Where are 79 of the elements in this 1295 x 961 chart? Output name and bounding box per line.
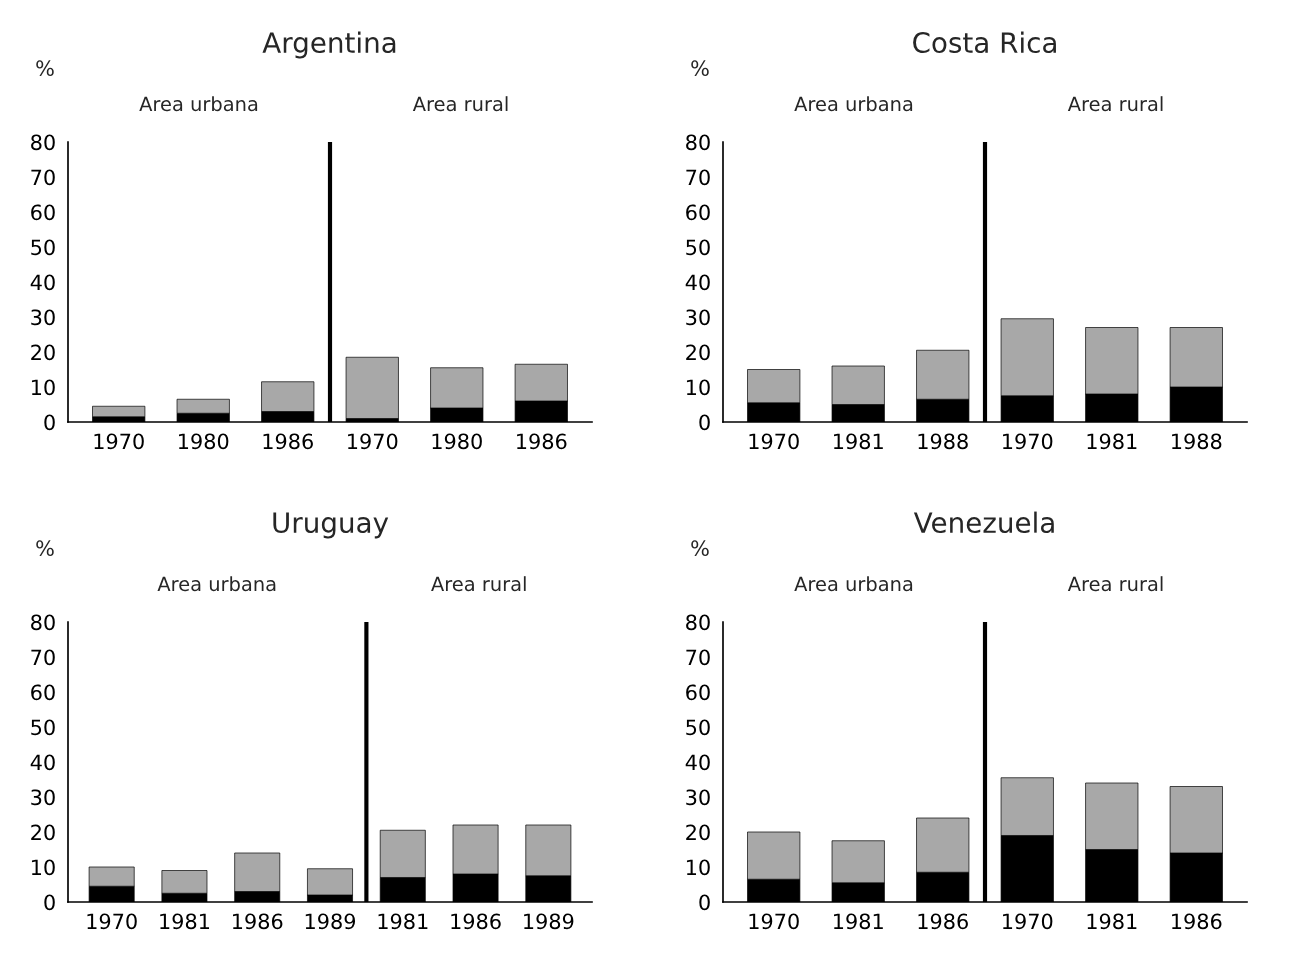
chart-title: Uruguay bbox=[273, 512, 389, 539]
bar bbox=[92, 405, 146, 418]
y-tick-label: 40 bbox=[685, 754, 710, 771]
x-tick-label: 1981 bbox=[378, 913, 428, 930]
y-tick-label: 70 bbox=[686, 649, 710, 666]
y-tick-label: 80 bbox=[31, 134, 55, 151]
text: Area rural bbox=[1067, 576, 1163, 592]
y-axis-title: % bbox=[36, 60, 54, 77]
text: Area urbana bbox=[139, 96, 258, 112]
y-tick-label: 10 bbox=[686, 859, 710, 876]
x-tick-label: 1970 bbox=[749, 913, 799, 930]
y-axis-title: % bbox=[691, 540, 709, 557]
y-tick-label: 60 bbox=[31, 204, 55, 221]
y-axis-title: % bbox=[691, 60, 709, 77]
y-tick-label: 80 bbox=[686, 134, 710, 151]
y-tick-label: 60 bbox=[686, 204, 710, 221]
y-tick-label: 50 bbox=[686, 719, 710, 736]
x-tick-label: 1988 bbox=[918, 433, 968, 450]
x-tick-label: 1986 bbox=[1172, 913, 1222, 930]
y-tick-label: 20 bbox=[31, 344, 55, 361]
y-tick-label: 10 bbox=[31, 859, 55, 876]
x-tick-label: 1986 bbox=[233, 913, 283, 930]
y-tick-label: 0 bbox=[699, 414, 710, 431]
y-tick-label: 70 bbox=[31, 649, 55, 666]
x-tick-label: 1981 bbox=[834, 433, 883, 450]
chart-title: Costa Rica bbox=[913, 31, 1056, 54]
x-tick-label: 1989 bbox=[305, 913, 356, 930]
y-tick-label: 80 bbox=[31, 614, 55, 631]
y-tick-label: 40 bbox=[685, 274, 710, 291]
x-tick-label: 1981 bbox=[834, 913, 883, 930]
y-tick-label: 50 bbox=[31, 239, 55, 256]
y-tick-label: 10 bbox=[686, 379, 710, 396]
y-tick-label: 40 bbox=[30, 754, 55, 771]
y-tick-label: 0 bbox=[44, 894, 55, 911]
text: Area urbana bbox=[794, 96, 913, 112]
x-tick-label: 1986 bbox=[451, 913, 501, 930]
y-tick-label: 30 bbox=[31, 789, 55, 806]
text: Area rural bbox=[412, 96, 508, 112]
y-tick-label: 20 bbox=[686, 344, 710, 361]
x-tick-label: 1980 bbox=[179, 433, 229, 450]
x-tick-label: 1988 bbox=[1172, 433, 1222, 450]
y-tick-label: 70 bbox=[31, 169, 55, 186]
x-tick-label: 1970 bbox=[1003, 913, 1053, 930]
x-tick-label: 1970 bbox=[749, 433, 799, 450]
y-tick-label: 30 bbox=[31, 309, 55, 326]
x-tick-label: 1986 bbox=[918, 913, 968, 930]
y-tick-label: 0 bbox=[699, 894, 710, 911]
y-tick-label: 70 bbox=[686, 169, 710, 186]
x-tick-label: 1989 bbox=[524, 913, 574, 930]
text: Area rural bbox=[1067, 96, 1163, 112]
y-tick-label: 50 bbox=[686, 239, 710, 256]
text: Area urbana bbox=[794, 576, 913, 592]
y-axis-title: % bbox=[36, 540, 54, 557]
x-tick-label: 1986 bbox=[263, 433, 313, 450]
y-tick-label: 20 bbox=[686, 824, 710, 841]
bar bbox=[345, 356, 399, 419]
chart-title: Venezuela bbox=[913, 511, 1054, 534]
y-tick-label: 40 bbox=[30, 274, 55, 291]
y-tick-label: 20 bbox=[31, 824, 55, 841]
text: Area rural bbox=[431, 576, 526, 592]
y-tick-label: 0 bbox=[44, 414, 55, 431]
y-tick-label: 30 bbox=[686, 309, 710, 326]
y-tick-label: 60 bbox=[31, 684, 55, 701]
chart-title: Argentina bbox=[262, 31, 396, 59]
y-tick-label: 50 bbox=[31, 719, 55, 736]
x-tick-label: 1981 bbox=[160, 913, 210, 930]
x-tick-label: 1970 bbox=[87, 913, 137, 930]
y-tick-label: 80 bbox=[686, 614, 710, 631]
x-tick-label: 1981 bbox=[1087, 913, 1137, 930]
x-tick-label: 1970 bbox=[1003, 433, 1053, 450]
x-tick-label: 1980 bbox=[432, 433, 482, 450]
text: Area urbana bbox=[157, 576, 276, 592]
y-tick-label: 60 bbox=[686, 684, 710, 701]
y-tick-label: 10 bbox=[31, 379, 55, 396]
x-tick-label: 1970 bbox=[94, 433, 144, 450]
y-tick-label: 30 bbox=[686, 789, 710, 806]
x-tick-label: 1981 bbox=[1087, 433, 1137, 450]
x-tick-label: 1970 bbox=[348, 433, 398, 450]
x-tick-label: 1986 bbox=[517, 433, 567, 450]
